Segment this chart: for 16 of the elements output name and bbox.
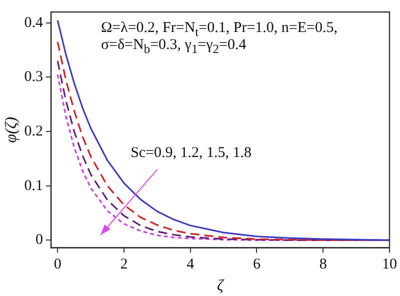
- y-tick-label: 0.1: [24, 178, 43, 194]
- x-tick-label: 0: [54, 256, 62, 273]
- y-tick-label: 0.2: [24, 123, 43, 140]
- annotation: σ=δ=N$_{b}$=0.3, γ$_{1}$=γ$_{2}$=0.4: [100, 37, 246, 58]
- annotation: Sc=0.9, 1.2, 1.5, 1.8: [130, 145, 252, 162]
- x-tick-label: 10: [382, 256, 397, 273]
- y-tick-label: 0.3: [24, 69, 43, 86]
- x-tick-label: 2: [120, 256, 128, 273]
- x-tick-label: 8: [319, 256, 327, 273]
- y-tick-label: 0: [35, 232, 43, 248]
- x-axis-title: ζ: [216, 278, 225, 295]
- y-tick-label: 0.4: [24, 14, 44, 31]
- x-tick-label: 6: [252, 256, 261, 273]
- y-axis-title: φ(ζ): [2, 116, 20, 143]
- annotation: Ω=λ=0.2, Fr=N$_{t}$=0.1, Pr=1.0, n=E=0.5,: [100, 20, 338, 39]
- x-tick-label: 4: [186, 256, 195, 273]
